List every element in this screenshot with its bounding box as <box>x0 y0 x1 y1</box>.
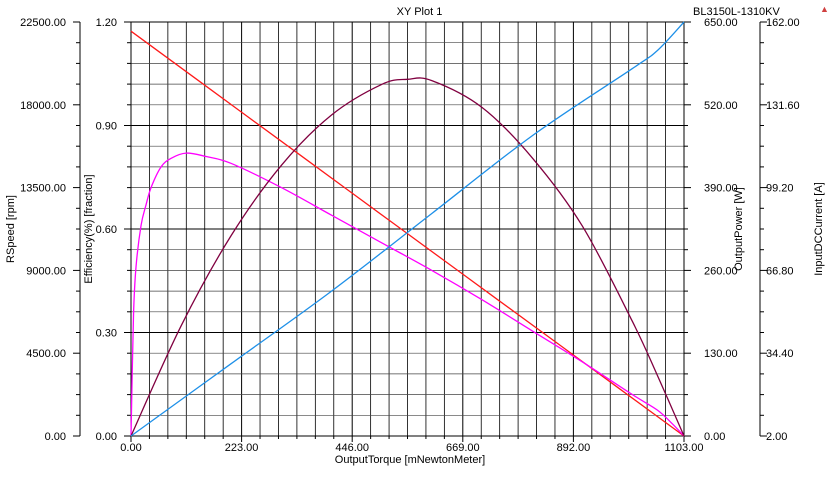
y-tick-label-eff: 0.60 <box>96 224 117 236</box>
triangle-down-icon[interactable]: ▲ <box>820 4 829 14</box>
y-tick-label-speed: 0.00 <box>45 431 66 443</box>
y-tick-label-power: 520.00 <box>704 100 738 112</box>
y-tick-label-current: 131.60 <box>766 100 800 112</box>
labels-layer: 0.00 4500.00 9000.00 13500.00 18000.00 22500.… <box>5 17 825 454</box>
y-tick-label-power: 0.00 <box>704 431 725 443</box>
y-tick-label-speed: 9000.00 <box>26 265 66 277</box>
y-axis-title-current: InputDCCurrent [A] <box>813 182 825 276</box>
y-tick-label-current: 99.20 <box>766 183 794 195</box>
y-tick-label-current: 66.80 <box>766 265 794 277</box>
axes-layer <box>73 21 767 442</box>
y-tick-label-current: 34.40 <box>766 348 794 360</box>
y-tick-label-power: 390.00 <box>704 183 738 195</box>
y-tick-label-eff: 0.30 <box>96 328 117 340</box>
x-tick-label: 0.00 <box>120 442 141 454</box>
series-line-eff <box>130 152 685 437</box>
y-tick-label-power: 650.00 <box>704 17 738 29</box>
y-tick-label-power: 130.00 <box>704 348 738 360</box>
y-axis-title-speed: RSpeed [rpm] <box>5 195 17 263</box>
y-tick-label-current: 2.00 <box>766 431 787 443</box>
x-tick-label: 446.00 <box>335 442 369 454</box>
y-tick-label-speed: 4500.00 <box>26 348 66 360</box>
y-tick-label-speed: 22500.00 <box>20 17 66 29</box>
y-tick-label-speed: 13500.00 <box>20 183 66 195</box>
y-axis-title-power: OutputPower [W] <box>733 187 745 271</box>
y-tick-label-current: 162.00 <box>766 17 800 29</box>
series-layer <box>130 21 685 437</box>
y-axis-title-eff: Efficiency(%) [fraction] <box>83 174 95 283</box>
series-line-current <box>130 21 685 437</box>
x-tick-label: 1103.00 <box>665 442 704 454</box>
grid-layer <box>130 21 685 437</box>
series-line-power <box>130 77 685 437</box>
y-tick-label-speed: 18000.00 <box>20 100 66 112</box>
y-tick-label-eff: 0.00 <box>96 431 117 443</box>
x-tick-label: 223.00 <box>225 442 259 454</box>
x-tick-label: 669.00 <box>446 442 480 454</box>
y-tick-label-eff: 0.90 <box>96 121 117 133</box>
x-axis-title: OutputTorque [mNewtonMeter] <box>334 454 486 466</box>
plot-subtitle: BL3150L-1310KV <box>693 6 780 18</box>
y-tick-label-eff: 1.20 <box>96 17 117 29</box>
y-tick-label-power: 260.00 <box>704 265 738 277</box>
x-tick-label: 892.00 <box>557 442 591 454</box>
plot-title: XY Plot 1 <box>396 6 443 18</box>
